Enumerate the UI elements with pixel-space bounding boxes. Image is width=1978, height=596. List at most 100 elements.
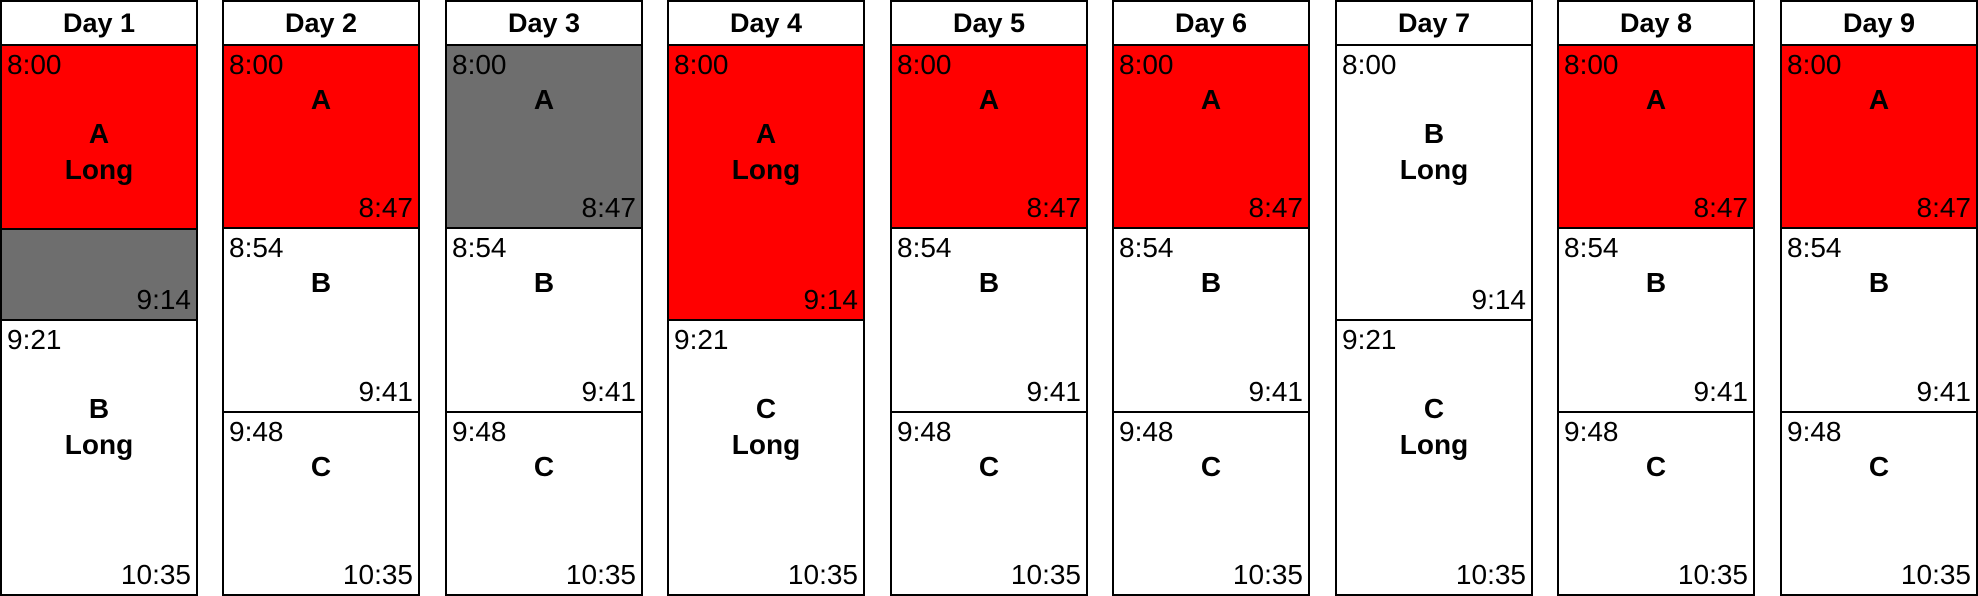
day-header: Day 8 (1557, 0, 1755, 46)
class-block: 9:48 10:35 C (1780, 410, 1978, 596)
block-fill-red (892, 46, 1086, 228)
block-fill-white (2, 321, 196, 594)
block-name: A (1200, 84, 1222, 115)
block-name: B (1423, 118, 1445, 149)
end-time: 10:35 (1677, 558, 1748, 590)
end-time: 8:47 (1026, 192, 1082, 224)
block-name: B (978, 267, 1000, 299)
start-time: 9:48 (1564, 415, 1619, 447)
class-block: 8:54 9:41 B (1780, 227, 1978, 413)
start-time: 9:21 (674, 324, 729, 355)
start-time: 9:48 (1119, 415, 1174, 447)
end-time: 9:14 (803, 284, 859, 315)
block-fill-red (669, 46, 863, 319)
class-block: 8:00 8:47 A (1112, 44, 1310, 230)
day-column: Day 6 8:00 8:47 A 8:54 9:41 B 9:48 10:35 C (1112, 0, 1310, 596)
start-time: 8:00 (674, 49, 729, 80)
day-column: Day 3 8:00 8:47 A 8:54 9:41 B 9:48 10:35 C (445, 0, 643, 596)
start-time: 8:54 (1787, 232, 1842, 264)
block-name: C (1645, 450, 1667, 482)
block-name: A (533, 84, 555, 115)
end-time: 9:41 (581, 375, 637, 407)
block-name: A (88, 118, 110, 149)
day-header: Day 4 (667, 0, 865, 46)
start-time: 8:00 (229, 49, 284, 80)
block-name: A (1645, 84, 1667, 115)
block-fill-white (1337, 46, 1531, 319)
class-block: 9:21 10:35 C Long (1335, 319, 1533, 596)
day-header: Day 3 (445, 0, 643, 46)
start-time: 8:00 (452, 49, 507, 80)
end-time: 9:41 (1916, 375, 1972, 407)
block-fill-red (1782, 46, 1976, 228)
day-column: Day 9 8:00 8:47 A 8:54 9:41 B 9:48 10:35 C (1780, 0, 1978, 596)
class-block: 9:48 10:35 C (445, 410, 643, 596)
end-time: 9:41 (1248, 375, 1304, 407)
class-block: 8:54 9:41 B (222, 227, 420, 413)
start-time: 8:54 (229, 232, 284, 264)
block-fill-white (1114, 229, 1308, 411)
block-name: C (1423, 393, 1445, 424)
start-time: 8:00 (897, 49, 952, 80)
day-column: Day 5 8:00 8:47 A 8:54 9:41 B 9:48 10:35 C (890, 0, 1088, 596)
start-time: 9:48 (229, 415, 284, 447)
start-time: 8:54 (1119, 232, 1174, 264)
end-time: 8:47 (581, 192, 637, 224)
block-fill-white (1782, 229, 1976, 411)
block-detail: Long (1399, 429, 1469, 460)
block-name: B (1645, 267, 1667, 299)
class-block: 8:00 8:47 A (890, 44, 1088, 230)
class-block: 8:00 8:47 A (1780, 44, 1978, 230)
block-fill-white (1559, 229, 1753, 411)
block-name: B (88, 393, 110, 424)
start-time: 9:48 (452, 415, 507, 447)
block-detail: Long (64, 154, 134, 185)
block-detail: Long (64, 429, 134, 460)
class-block: 8:00 8:47 A (445, 44, 643, 230)
day-header: Day 9 (1780, 0, 1978, 46)
end-time: 8:47 (1248, 192, 1304, 224)
block-fill-white (1559, 412, 1753, 594)
block-fill-white (224, 412, 418, 594)
day-header: Day 2 (222, 0, 420, 46)
start-time: 9:48 (1787, 415, 1842, 447)
start-time: 8:00 (7, 49, 62, 80)
start-time: 8:54 (1564, 232, 1619, 264)
end-time: 8:47 (358, 192, 414, 224)
end-time: 10:35 (1232, 558, 1303, 590)
class-block: 8:00 9:14 A Long (667, 44, 865, 321)
block-fill-gray (447, 46, 641, 228)
day-column: Day 1 8:00 9:14 A Long 9:21 10:35 B Long (0, 0, 198, 596)
end-time: 9:41 (1693, 375, 1749, 407)
day-column: Day 8 8:00 8:47 A 8:54 9:41 B 9:48 10:35 C (1557, 0, 1755, 596)
block-name: C (1200, 450, 1222, 482)
class-block: 8:54 9:41 B (1557, 227, 1755, 413)
block-name: C (755, 393, 777, 424)
day-column: Day 7 8:00 9:14 B Long 9:21 10:35 C Long (1335, 0, 1533, 596)
block-fill-white (1337, 321, 1531, 594)
block-fill-white (447, 229, 641, 411)
end-time: 9:41 (358, 375, 414, 407)
end-time: 9:14 (1471, 284, 1527, 315)
class-block: 8:54 9:41 B (445, 227, 643, 413)
class-block: 8:54 9:41 B (890, 227, 1088, 413)
end-time: 10:35 (342, 558, 413, 590)
block-fill-red (1114, 46, 1308, 228)
end-time: 10:35 (565, 558, 636, 590)
end-time: 10:35 (120, 559, 191, 590)
class-block: 8:00 8:47 A (1557, 44, 1755, 230)
block-fill-white (669, 321, 863, 594)
end-time: 9:14 (136, 284, 192, 315)
block-fill-red (1559, 46, 1753, 228)
block-name: C (978, 450, 1000, 482)
block-fill-white (892, 229, 1086, 411)
block-fill-white (1782, 412, 1976, 594)
block-detail: Long (1399, 154, 1469, 185)
block-name: C (310, 450, 332, 482)
class-block: 9:48 10:35 C (222, 410, 420, 596)
class-block: 9:21 10:35 B Long (0, 319, 198, 596)
class-block: 9:48 10:35 C (1557, 410, 1755, 596)
day-column: Day 2 8:00 8:47 A 8:54 9:41 B 9:48 10:35 C (222, 0, 420, 596)
class-block: 8:54 9:41 B (1112, 227, 1310, 413)
block-fill-white (224, 229, 418, 411)
